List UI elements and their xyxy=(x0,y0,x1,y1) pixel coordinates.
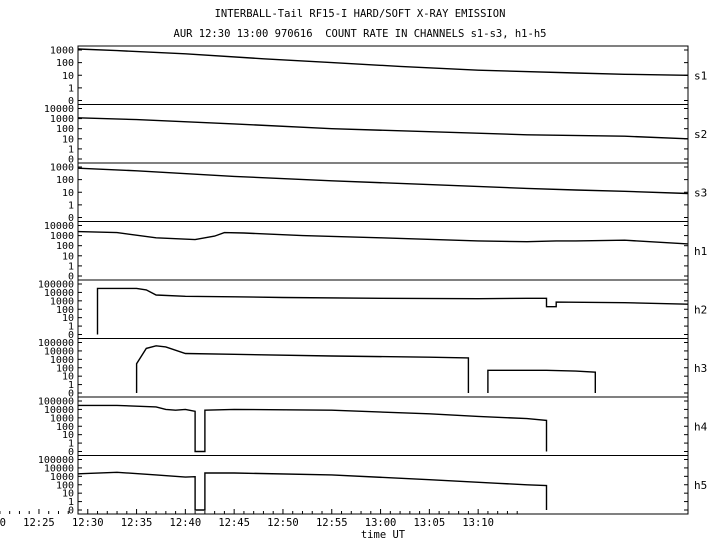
y-tick-label-h4: 10 xyxy=(62,430,74,441)
y-tick-label-h4: 100 xyxy=(56,422,74,433)
x-tick-label: 12:25 xyxy=(23,517,55,529)
y-tick-label-s3: 0 xyxy=(68,213,74,224)
x-tick-label: 12:35 xyxy=(121,517,153,529)
y-tick-label-h5: 10000 xyxy=(44,463,74,474)
y-tick-label-h4: 10000 xyxy=(44,405,74,416)
y-tick-label-h1: 100 xyxy=(56,241,74,252)
x-tick-label: 13:05 xyxy=(414,517,446,529)
y-tick-label-s2: 0 xyxy=(68,155,74,166)
x-tick-label: 12:40 xyxy=(170,517,202,529)
chart-subtitle: AUR 12:30 13:00 970616 COUNT RATE IN CHA… xyxy=(173,28,547,40)
panel-label-h2: h2 xyxy=(694,303,707,316)
y-tick-label-h1: 1 xyxy=(68,261,74,272)
y-tick-label-h1: 10000 xyxy=(44,221,74,232)
x-tick-label: 12:55 xyxy=(316,517,348,529)
x-tick-label: 12:20 xyxy=(0,517,6,529)
x-tick-label: 12:50 xyxy=(267,517,299,529)
y-tick-label-s2: 10 xyxy=(62,134,74,145)
y-tick-label-h2: 100 xyxy=(56,305,74,316)
panel-label-h5: h5 xyxy=(694,479,707,492)
series-line-s1 xyxy=(77,48,689,76)
chart-title: INTERBALL-Tail RF15-I HARD/SOFT X-RAY EM… xyxy=(214,8,506,20)
y-tick-label-s2: 1 xyxy=(68,144,74,155)
y-tick-label-h3: 10000 xyxy=(44,346,74,357)
y-tick-label-h2: 0 xyxy=(68,330,74,341)
y-tick-label-s3: 100 xyxy=(56,175,74,186)
y-tick-label-s1: 0 xyxy=(68,96,74,107)
series-line-h3 xyxy=(135,345,470,393)
x-tick-label: 13:10 xyxy=(462,517,494,529)
y-tick-label-h2: 10000 xyxy=(44,288,74,299)
x-tick-label: 13:00 xyxy=(365,517,397,529)
y-tick-label-s2: 100 xyxy=(56,124,74,135)
y-tick-label-h1: 10 xyxy=(62,251,74,262)
panel-label-h1: h1 xyxy=(694,245,707,258)
y-tick-label-s3: 1000 xyxy=(50,163,74,174)
y-tick-label-s1: 1 xyxy=(68,83,74,94)
x-tick-label: 12:45 xyxy=(218,517,250,529)
series-line-h2 xyxy=(96,287,689,335)
panel-label-s3: s3 xyxy=(694,186,707,199)
y-tick-label-h5: 1 xyxy=(68,497,74,508)
y-tick-label-h5: 1000 xyxy=(50,472,74,483)
y-tick-label-h3: 1 xyxy=(68,380,74,391)
series-line-s2 xyxy=(77,117,689,140)
series-line-h5 xyxy=(77,471,548,511)
y-tick-label-s2: 1000 xyxy=(50,114,74,125)
y-tick-label-h3: 100000 xyxy=(38,338,74,349)
x-tick-label: 12:30 xyxy=(72,517,104,529)
y-tick-label-s1: 100 xyxy=(56,58,74,69)
y-tick-label-h4: 1000 xyxy=(50,413,74,424)
y-tick-label-h4: 1 xyxy=(68,439,74,450)
panel-label-s2: s2 xyxy=(694,128,707,141)
y-tick-label-h5: 100000 xyxy=(38,455,74,466)
y-tick-label-h2: 1000 xyxy=(50,296,74,307)
y-tick-label-h3: 10 xyxy=(62,372,74,383)
y-tick-label-h5: 100 xyxy=(56,480,74,491)
series-line-h3 xyxy=(487,369,596,393)
y-tick-label-s3: 1 xyxy=(68,200,74,211)
y-tick-label-s1: 10 xyxy=(62,71,74,82)
y-tick-label-s2: 10000 xyxy=(44,104,74,115)
panel-label-h3: h3 xyxy=(694,362,707,375)
y-tick-label-s3: 10 xyxy=(62,188,74,199)
y-tick-label-h1: 0 xyxy=(68,272,74,283)
panel-label-h4: h4 xyxy=(694,420,708,433)
y-tick-label-h2: 1 xyxy=(68,322,74,333)
y-tick-label-h3: 0 xyxy=(68,389,74,400)
x-axis-label: time UT xyxy=(361,529,406,541)
y-tick-label-h4: 100000 xyxy=(38,397,74,408)
y-tick-label-h2: 10 xyxy=(62,313,74,324)
y-tick-label-h1: 1000 xyxy=(50,231,74,242)
panel-label-s1: s1 xyxy=(694,69,707,82)
series-line-h4 xyxy=(78,404,548,453)
series-line-h1 xyxy=(77,230,689,245)
y-tick-label-h5: 10 xyxy=(62,489,74,500)
y-tick-label-h3: 1000 xyxy=(50,355,74,366)
y-tick-label-h2: 100000 xyxy=(38,280,74,291)
series-line-s3 xyxy=(77,167,689,195)
y-tick-label-s1: 1000 xyxy=(50,46,74,57)
y-tick-label-h4: 0 xyxy=(68,447,74,458)
y-tick-label-h3: 100 xyxy=(56,363,74,374)
y-tick-label-h5: 0 xyxy=(68,506,74,517)
